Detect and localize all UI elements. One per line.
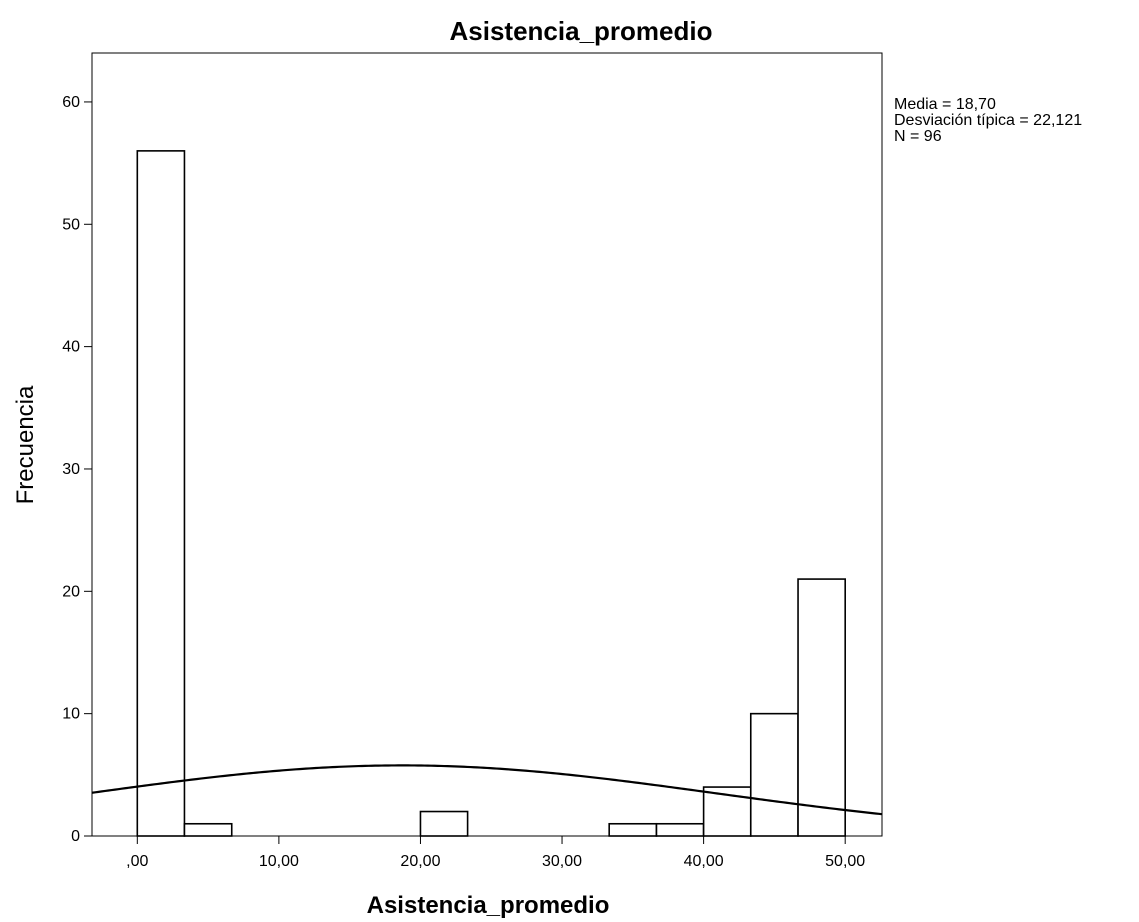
y-tick-label: 10	[62, 706, 80, 723]
y-tick-label: 20	[62, 583, 80, 600]
x-axis-title: Asistencia_promedio	[367, 892, 610, 919]
histogram-bars	[136, 150, 846, 837]
x-tick-label: 30,00	[542, 853, 582, 870]
y-tick-label: 40	[62, 339, 80, 356]
histogram-bar	[608, 822, 658, 837]
histogram-bar	[655, 822, 705, 837]
histogram-bar	[749, 712, 799, 837]
y-tick-label: 30	[62, 461, 80, 478]
y-tick-label: 0	[71, 828, 80, 845]
histogram-bar	[419, 810, 469, 837]
stats-n: N = 96	[894, 128, 942, 145]
x-tick-label: 20,00	[400, 853, 440, 870]
plot-frame	[91, 52, 883, 837]
x-tick-label: 40,00	[684, 853, 724, 870]
normal-curve-group	[91, 764, 883, 816]
stats-std-dev: Desviación típica = 22,121	[894, 112, 1082, 129]
stats-mean: Media = 18,70	[894, 96, 996, 113]
histogram-bar	[136, 150, 186, 837]
y-axis-title: Frecuencia	[12, 385, 39, 504]
histogram-bar	[797, 578, 846, 837]
normal-curve	[91, 764, 883, 816]
y-axis: 0 10 20 30 40 50 60	[62, 94, 92, 845]
x-tick-label: 50,00	[825, 853, 865, 870]
chart-title: Asistencia_promedio	[450, 16, 713, 46]
plot-area-border	[91, 52, 883, 837]
y-tick-label: 50	[62, 216, 80, 233]
x-tick-label: 10,00	[259, 853, 299, 870]
x-tick-label: ,00	[126, 853, 148, 870]
stats-legend: Media = 18,70 Desviación típica = 22,121…	[894, 96, 1082, 145]
histogram-bar	[183, 822, 233, 837]
y-tick-label: 60	[62, 94, 80, 111]
x-axis: ,00 10,00 20,00 30,00 40,00 50,00	[126, 836, 865, 870]
